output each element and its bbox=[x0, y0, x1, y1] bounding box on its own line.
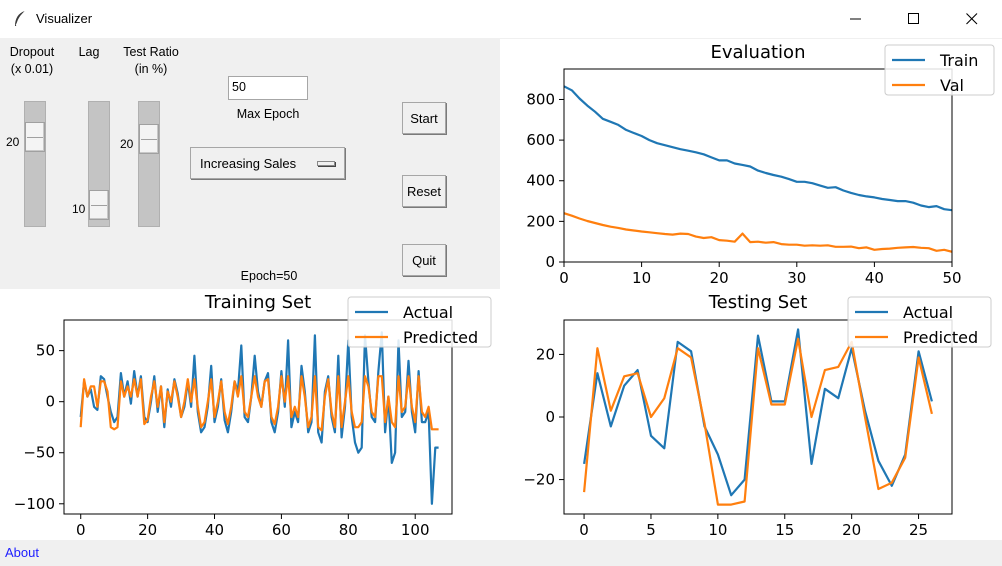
y-tick-label: 50 bbox=[36, 342, 55, 360]
x-tick-label: 25 bbox=[909, 521, 928, 539]
legend: Actual Predicted bbox=[847, 296, 992, 348]
x-tick-label: 30 bbox=[787, 269, 806, 287]
legend-label: Predicted bbox=[403, 328, 478, 347]
title-bar: Visualizer bbox=[0, 0, 1002, 38]
series-line-predicted bbox=[79, 375, 439, 432]
close-button[interactable] bbox=[943, 0, 1001, 38]
dropout-label: Dropout (x 0.01) bbox=[9, 45, 55, 76]
controls-panel: Dropout (x 0.01) Lag Test Ratio (in %) 2… bbox=[0, 39, 500, 289]
series-line-train bbox=[564, 85, 952, 212]
training-set-chart: Training Set 0 20 40 60 80 100 50 0 −50 −100 Actual… bbox=[14, 292, 492, 539]
legend-label: Val bbox=[940, 76, 964, 95]
legend: Train Val bbox=[884, 44, 995, 96]
start-button[interactable]: Start bbox=[402, 102, 446, 134]
x-tick-label: 0 bbox=[579, 521, 589, 539]
lag-slider[interactable] bbox=[88, 101, 110, 227]
legend-label: Actual bbox=[903, 303, 953, 322]
series-line-actual bbox=[583, 328, 933, 497]
dropout-slider[interactable] bbox=[24, 101, 46, 227]
x-tick-label: 60 bbox=[272, 521, 291, 539]
epoch-status: Epoch=50 bbox=[240, 269, 298, 283]
y-tick-label: −50 bbox=[23, 444, 55, 462]
training-set-plot: Training Set 0 20 40 60 80 100 50 0 −50 −100 Actual… bbox=[0, 289, 500, 540]
dataset-select[interactable]: Increasing Sales bbox=[190, 147, 345, 179]
x-tick-label: 20 bbox=[842, 521, 861, 539]
x-tick-label: 100 bbox=[401, 521, 430, 539]
minimize-button[interactable] bbox=[827, 0, 885, 38]
x-tick-label: 10 bbox=[632, 269, 651, 287]
series-line-val bbox=[564, 212, 952, 253]
legend-label: Train bbox=[939, 51, 978, 70]
x-tick-label: 50 bbox=[942, 269, 961, 287]
test-ratio-value: 20 bbox=[120, 137, 134, 151]
x-tick-label: 20 bbox=[138, 521, 157, 539]
quit-button[interactable]: Quit bbox=[402, 244, 446, 276]
maximize-button[interactable] bbox=[885, 0, 943, 38]
y-tick-label: −20 bbox=[523, 471, 555, 489]
dataset-select-value: Increasing Sales bbox=[200, 156, 297, 171]
test-ratio-slider[interactable] bbox=[138, 101, 160, 227]
close-icon bbox=[966, 13, 978, 25]
dropout-slider-thumb[interactable] bbox=[25, 122, 45, 152]
evaluation-plot: Evaluation 0 10 20 30 40 50 0 200 400 600 800 Train V… bbox=[500, 39, 1002, 289]
series-line-predicted bbox=[583, 337, 933, 506]
y-tick-label: 400 bbox=[526, 172, 555, 190]
status-bar: About bbox=[0, 540, 1002, 566]
axes-frame bbox=[63, 319, 453, 515]
chart-title: Testing Set bbox=[708, 292, 808, 313]
y-tick-label: 20 bbox=[536, 345, 555, 363]
lag-slider-thumb[interactable] bbox=[89, 190, 109, 220]
x-tick-label: 15 bbox=[775, 521, 794, 539]
dropdown-indicator-icon bbox=[317, 161, 335, 166]
about-link[interactable]: About bbox=[5, 545, 39, 560]
x-tick-label: 40 bbox=[865, 269, 884, 287]
y-tick-label: 0 bbox=[45, 393, 55, 411]
test-ratio-label: Test Ratio (in %) bbox=[123, 45, 179, 76]
x-tick-label: 5 bbox=[646, 521, 656, 539]
test-ratio-slider-thumb[interactable] bbox=[139, 124, 159, 154]
chart-title: Evaluation bbox=[711, 42, 806, 63]
y-tick-label: 600 bbox=[526, 131, 555, 149]
testing-set-chart: Testing Set 0 5 10 15 20 25 20 0 −20 Actual Predict… bbox=[523, 292, 992, 539]
lag-label: Lag bbox=[78, 45, 100, 59]
dropout-value: 20 bbox=[6, 135, 20, 149]
y-tick-label: 200 bbox=[526, 212, 555, 230]
x-tick-label: 40 bbox=[205, 521, 224, 539]
feather-icon bbox=[15, 10, 26, 26]
x-tick-label: 20 bbox=[710, 269, 729, 287]
minimize-icon bbox=[850, 18, 861, 20]
legend: Actual Predicted bbox=[347, 296, 492, 348]
y-tick-label: 800 bbox=[526, 90, 555, 108]
reset-button[interactable]: Reset bbox=[402, 175, 446, 207]
max-epoch-label: Max Epoch bbox=[236, 107, 300, 121]
y-tick-label: 0 bbox=[545, 253, 555, 271]
legend-label: Predicted bbox=[903, 328, 978, 347]
maximize-icon bbox=[908, 13, 919, 24]
x-tick-label: 0 bbox=[76, 521, 86, 539]
x-tick-label: 0 bbox=[559, 269, 569, 287]
x-tick-label: 80 bbox=[339, 521, 358, 539]
window-title: Visualizer bbox=[36, 11, 93, 26]
testing-set-plot: Testing Set 0 5 10 15 20 25 20 0 −20 Actual Predict… bbox=[500, 289, 1002, 540]
lag-value: 10 bbox=[72, 202, 86, 216]
chart-title: Training Set bbox=[204, 292, 311, 313]
x-tick-label: 10 bbox=[708, 521, 727, 539]
evaluation-chart: Evaluation 0 10 20 30 40 50 0 200 400 600 800 Train V… bbox=[526, 42, 995, 287]
y-tick-label: −100 bbox=[14, 495, 55, 513]
axes-frame bbox=[563, 68, 953, 263]
y-tick-label: 0 bbox=[545, 408, 555, 426]
max-epoch-input[interactable]: 50 bbox=[228, 76, 308, 100]
legend-label: Actual bbox=[403, 303, 453, 322]
